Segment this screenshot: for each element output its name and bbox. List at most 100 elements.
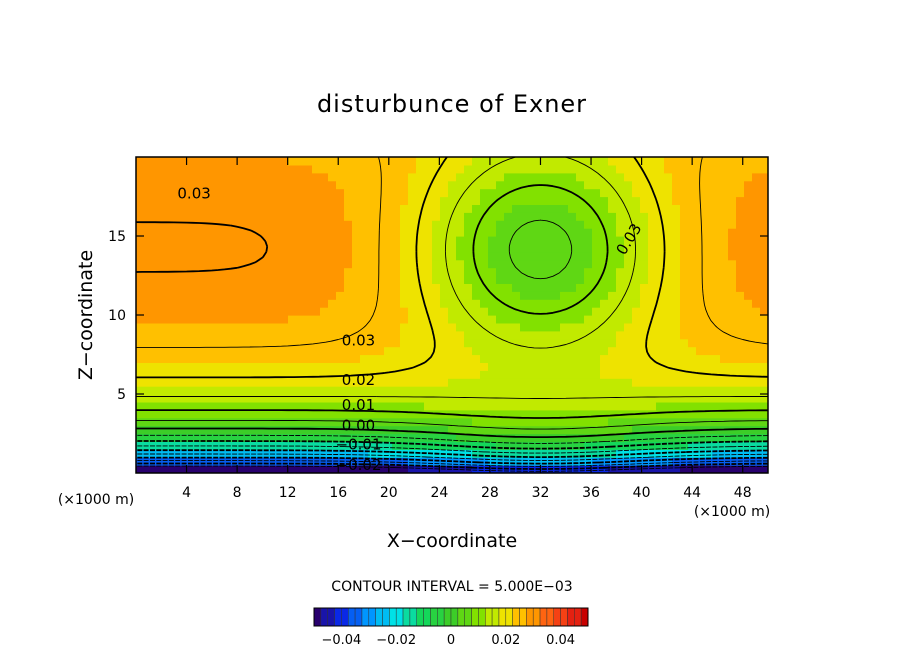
field-cell: [216, 362, 225, 371]
field-cell: [280, 417, 289, 427]
field-cell: [536, 401, 545, 411]
field-cell: [360, 157, 369, 166]
field-cell: [168, 346, 177, 356]
field-cell: [640, 433, 649, 442]
field-cell: [480, 291, 489, 300]
field-cell: [384, 346, 393, 356]
field-cell: [656, 354, 665, 363]
field-cell: [232, 299, 241, 308]
field-cell: [552, 401, 561, 411]
contour-lines: [136, 157, 768, 472]
field-cell: [584, 370, 593, 379]
field-cell: [704, 275, 713, 284]
field-cell: [416, 425, 425, 435]
field-cell: [304, 196, 313, 205]
field-cell: [576, 180, 585, 190]
field-cell: [280, 346, 289, 356]
field-cell: [496, 322, 505, 332]
field-cell: [456, 409, 465, 419]
field-cell: [368, 267, 377, 277]
field-cell: [568, 449, 577, 458]
field-cell: [488, 449, 497, 458]
field-cell: [712, 204, 721, 213]
field-cell: [424, 457, 433, 466]
field-cell: [296, 259, 305, 269]
field-cell: [560, 401, 569, 411]
field-cell: [488, 299, 497, 308]
field-cell: [696, 243, 705, 253]
field-cell: [560, 338, 569, 348]
field-cell: [384, 188, 393, 198]
field-cell: [608, 291, 617, 300]
field-cell: [480, 164, 489, 174]
field-cell: [648, 441, 657, 450]
field-cell: [232, 259, 241, 269]
field-cell: [536, 220, 545, 229]
field-cell: [456, 180, 465, 190]
field-cell: [592, 220, 601, 229]
field-cell: [512, 157, 521, 166]
field-cell: [368, 315, 377, 324]
field-cell: [400, 449, 409, 458]
field-cell: [744, 433, 753, 442]
field-cell: [664, 417, 673, 427]
field-cell: [440, 330, 449, 340]
field-cell: [616, 180, 625, 190]
field-cell: [608, 425, 617, 435]
field-cell: [608, 433, 617, 442]
field-cell: [272, 433, 281, 442]
field-cell: [656, 315, 665, 324]
field-cell: [168, 401, 177, 411]
field-cell: [672, 291, 681, 300]
field-cell: [272, 417, 281, 427]
field-cell: [200, 236, 209, 245]
field-cell: [712, 401, 721, 411]
field-cell: [384, 449, 393, 458]
field-cell: [552, 457, 561, 466]
field-cell: [152, 164, 161, 174]
field-cell: [704, 220, 713, 229]
field-cell: [368, 346, 377, 356]
field-cell: [568, 362, 577, 371]
field-cell: [176, 180, 185, 190]
field-cell: [256, 243, 265, 253]
field-cell: [752, 307, 761, 316]
field-cell: [760, 220, 768, 229]
field-cell: [448, 370, 457, 379]
field-cell: [456, 283, 465, 292]
field-cell: [400, 157, 409, 166]
field-cell: [448, 243, 457, 253]
field-cell: [296, 330, 305, 340]
field-cell: [416, 386, 425, 395]
field-cell: [232, 465, 241, 473]
field-cell: [184, 180, 193, 190]
field-cell: [328, 354, 337, 363]
field-cell: [656, 417, 665, 427]
field-cell: [728, 299, 737, 308]
field-cell: [320, 370, 329, 379]
field-cell: [528, 457, 537, 466]
field-cell: [176, 172, 185, 182]
field-cell: [384, 236, 393, 245]
colorbar-cell: [423, 607, 431, 627]
field-cell: [328, 330, 337, 340]
field-cell: [456, 330, 465, 340]
field-cell: [496, 259, 505, 269]
field-cell: [160, 378, 169, 387]
field-cell: [136, 172, 145, 182]
field-cell: [216, 188, 225, 198]
field-cell: [296, 378, 305, 387]
field-cell: [408, 441, 417, 450]
field-cell: [264, 322, 273, 332]
field-cell: [416, 315, 425, 324]
field-cell: [192, 180, 201, 190]
field-cell: [184, 275, 193, 284]
field-cell: [544, 346, 553, 356]
y-tick-label: 10: [108, 308, 126, 324]
field-cell: [248, 322, 257, 332]
field-cell: [224, 212, 233, 221]
field-cell: [728, 409, 737, 419]
field-cell: [720, 449, 729, 458]
field-cell: [440, 196, 449, 205]
